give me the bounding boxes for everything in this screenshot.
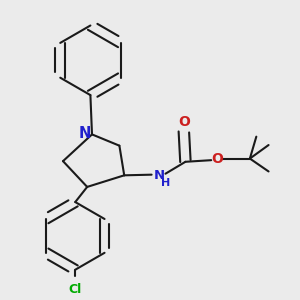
Text: O: O xyxy=(212,152,224,166)
Text: N: N xyxy=(154,169,165,182)
Text: O: O xyxy=(178,115,190,129)
Text: Cl: Cl xyxy=(69,283,82,296)
Text: N: N xyxy=(79,126,91,141)
Text: H: H xyxy=(161,178,171,188)
